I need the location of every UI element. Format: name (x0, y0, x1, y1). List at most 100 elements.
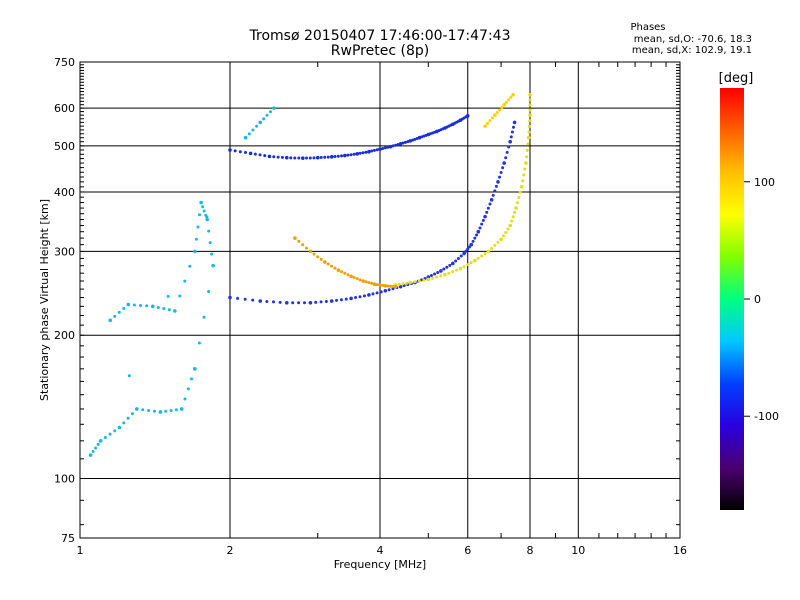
data-point (448, 263, 452, 267)
data-point (510, 219, 514, 223)
data-point (126, 416, 130, 420)
data-point (378, 283, 382, 287)
data-point (301, 156, 305, 160)
data-point (308, 300, 313, 305)
data-point (488, 119, 492, 123)
data-point (156, 305, 160, 309)
data-point (397, 282, 401, 286)
data-point (183, 279, 187, 283)
data-point (500, 105, 504, 109)
data-point (375, 148, 379, 152)
data-point (499, 170, 503, 174)
data-point (508, 223, 512, 228)
colorbar-tick-label: 100 (754, 176, 775, 189)
data-point (447, 271, 451, 275)
y-tick-label: 750 (54, 56, 75, 69)
data-point (507, 145, 511, 149)
data-point (336, 268, 341, 272)
data-point (509, 135, 513, 139)
data-point (91, 450, 95, 454)
data-point (349, 153, 353, 157)
data-point (193, 367, 197, 371)
data-point (316, 255, 320, 259)
data-point (372, 148, 376, 152)
data-point (289, 156, 293, 160)
data-point (489, 198, 494, 202)
data-point (333, 155, 337, 159)
data-point (394, 143, 398, 147)
x-tick-label: 1 (77, 544, 84, 557)
data-point (258, 153, 262, 157)
data-point (372, 282, 377, 287)
data-point (251, 298, 255, 302)
data-point (312, 252, 316, 256)
data-point (202, 315, 206, 319)
data-point (378, 147, 382, 151)
data-point (527, 124, 531, 128)
data-point (386, 145, 390, 149)
data-point (443, 272, 447, 277)
data-point (388, 284, 392, 288)
y-tick-label: 75 (61, 532, 75, 545)
data-point (496, 180, 500, 184)
data-point (336, 154, 340, 158)
phases-heading: Phases (630, 22, 665, 33)
data-point (247, 132, 251, 136)
data-point (147, 408, 151, 412)
data-point (297, 239, 301, 243)
colorbar-ticks: 100 0 -100 (744, 176, 779, 423)
data-point (96, 442, 100, 446)
data-point (346, 153, 350, 157)
data-point (166, 294, 170, 298)
data-point (367, 149, 371, 154)
data-point (117, 310, 121, 314)
data-point (383, 284, 388, 288)
data-point (417, 279, 421, 283)
data-point (352, 275, 356, 279)
data-point (501, 166, 505, 170)
data-point (293, 156, 297, 160)
x-tick-label: 6 (464, 544, 471, 557)
data-point (475, 233, 479, 237)
y-tick-label: 300 (54, 245, 75, 258)
data-point (494, 184, 498, 188)
data-point (422, 278, 426, 282)
data-point (375, 283, 379, 287)
data-point (439, 274, 443, 278)
data-point (504, 156, 508, 160)
data-point (126, 302, 131, 307)
data-point (263, 154, 267, 158)
data-point (132, 303, 136, 307)
data-point (528, 119, 532, 123)
data-point (343, 271, 347, 275)
y-tick-label: 600 (54, 102, 75, 115)
data-point (525, 155, 529, 159)
data-point (381, 283, 385, 287)
data-point (113, 314, 117, 318)
data-point (340, 270, 344, 274)
data-point (367, 281, 371, 285)
data-point (108, 318, 113, 323)
data-point (333, 266, 337, 270)
data-point (258, 299, 263, 303)
data-point (349, 274, 353, 279)
data-point (272, 106, 276, 110)
data-point (459, 254, 463, 258)
data-point (326, 262, 330, 266)
data-point (201, 205, 205, 209)
grid (80, 62, 680, 538)
data-point (430, 276, 434, 280)
data-point (451, 270, 455, 274)
data-point (506, 227, 510, 231)
x-tick-label: 4 (377, 544, 384, 557)
data-point (478, 226, 482, 230)
data-point (386, 284, 390, 288)
phases-o-line: mean, sd,O: -70.6, 18.3 (634, 34, 752, 45)
chart-subtitle: RwPretec (8p) (331, 43, 429, 59)
data-point (509, 95, 513, 99)
x-tick-label: 16 (673, 544, 687, 557)
data-point (323, 260, 327, 264)
data-point (205, 217, 209, 222)
data-point (398, 141, 403, 146)
data-point (233, 149, 237, 153)
